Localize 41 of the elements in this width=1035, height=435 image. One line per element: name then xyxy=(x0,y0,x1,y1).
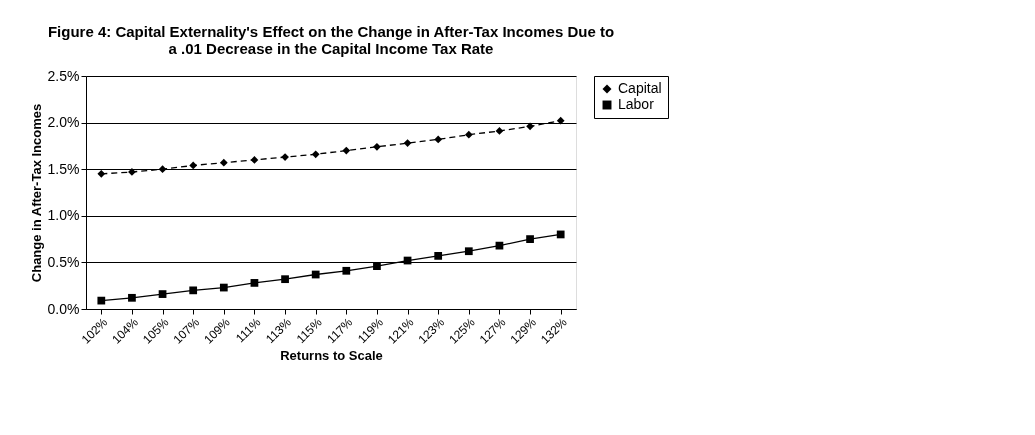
point xyxy=(434,252,443,260)
y-tick-label: 2.5% xyxy=(47,67,80,84)
y-axis-title: Change in After-Tax Incomes xyxy=(28,103,44,283)
point xyxy=(158,165,167,174)
y-tick-label: 2.0% xyxy=(47,114,80,131)
point xyxy=(281,275,289,284)
text: Figure 4: Capital Externality's Effect on the Change in After-Tax Incomes Due to xyxy=(47,23,615,40)
point xyxy=(342,146,351,155)
point xyxy=(158,290,167,298)
point xyxy=(373,142,381,151)
point xyxy=(495,127,504,135)
text: a .01 Decrease in the Capital Income Tax Rate xyxy=(168,40,494,57)
point xyxy=(556,116,565,125)
y-tick-label: 1.5% xyxy=(47,160,80,177)
point xyxy=(373,262,381,270)
point xyxy=(464,130,473,139)
point xyxy=(219,283,228,292)
point xyxy=(311,270,320,279)
point xyxy=(281,153,289,161)
point xyxy=(128,293,136,302)
point xyxy=(250,156,259,164)
point xyxy=(342,266,351,275)
point xyxy=(250,279,259,287)
y-tick-label: 0.0% xyxy=(47,300,80,317)
point xyxy=(526,122,534,131)
point xyxy=(556,230,565,239)
legend-label: Labor xyxy=(618,96,655,112)
point xyxy=(189,286,198,295)
point xyxy=(403,139,412,147)
x-axis-title: Returns to Scale xyxy=(280,347,383,363)
point xyxy=(464,247,473,256)
point xyxy=(189,161,198,170)
point xyxy=(97,296,106,305)
point xyxy=(311,150,320,159)
y-tick-label: 0.5% xyxy=(47,253,80,270)
point xyxy=(97,169,106,178)
point xyxy=(434,135,443,144)
legend-label: Capital xyxy=(618,80,662,96)
y-tick-label: 1.0% xyxy=(47,207,80,224)
point xyxy=(526,235,534,243)
point xyxy=(219,158,228,167)
